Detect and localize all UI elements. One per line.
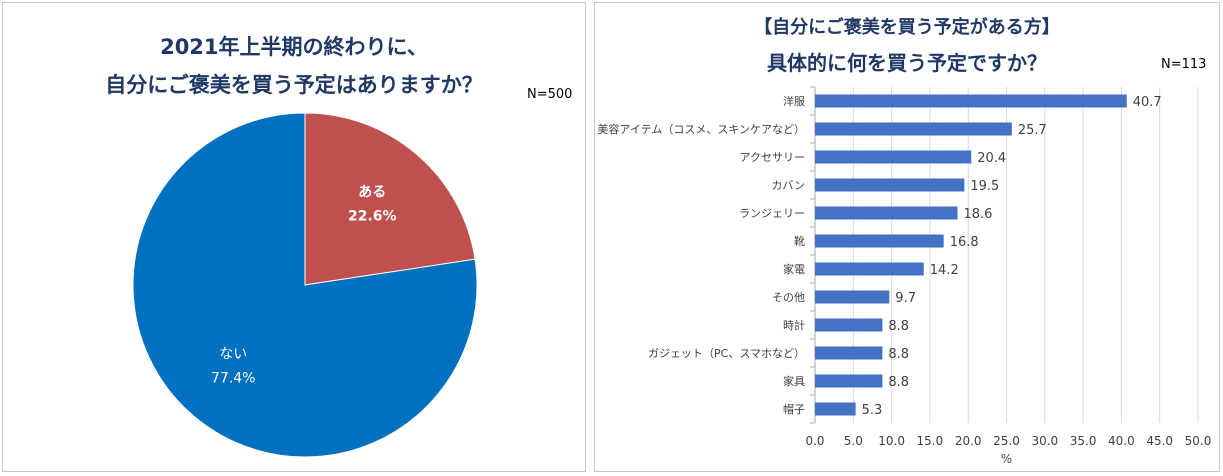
pie-slice-label-0: ある (358, 185, 386, 201)
bar-value-label: 25.7 (1018, 123, 1047, 138)
category-label: 時計 (783, 318, 805, 332)
category-label: ガジェット（PC、スマホなど） (648, 347, 805, 360)
pie-chart-title-line2: 自分にご褒美を買う予定はありますか？ (105, 73, 483, 97)
category-label: 家具 (783, 374, 805, 388)
pie-slice-label-1: ない (219, 346, 247, 362)
x-tick-label: 20.0 (955, 434, 982, 448)
x-tick-label: 5.0 (844, 434, 863, 448)
bar-value-label: 9.7 (895, 291, 916, 306)
bar-value-label: 20.4 (977, 151, 1006, 166)
bar-11 (815, 402, 856, 416)
category-label: 帽子 (783, 403, 805, 416)
bar-3 (815, 178, 965, 192)
x-tick-label: 35.0 (1070, 434, 1097, 448)
category-label: 家電 (783, 262, 805, 276)
pie-slice-value-1: 77.4% (211, 370, 255, 386)
category-label: 靴 (794, 234, 805, 248)
bar-value-label: 18.6 (963, 207, 992, 222)
bar-value-label: 40.7 (1133, 95, 1162, 110)
bar-4 (815, 206, 958, 220)
bar-0 (815, 94, 1127, 108)
bar-chart: 0.0 5.0 10.0 15.0 20.0 25.0 30.0 35.0 40.0 45.0 50… (597, 86, 1212, 466)
bar-9 (815, 346, 883, 360)
pie-chart-title-line1: 2021年上半期の終わりに、 (160, 35, 428, 59)
pie-chart-panel: 2021年上半期の終わりに、 自分にご褒美を買う予定はありますか？ N=500 … (2, 2, 586, 472)
bar-7 (815, 290, 890, 304)
category-label: 洋服 (783, 94, 805, 108)
bar-chart-panel: 【自分にご褒美を買う予定がある方】 具体的に何を買う予定ですか？ N=113 0… (594, 2, 1220, 472)
x-tick-label: 40.0 (1108, 434, 1135, 448)
bar-value-label: 16.8 (950, 235, 979, 250)
bar-chart-title-line2: 具体的に何を買う予定ですか？ (767, 51, 1047, 75)
bar-10 (815, 374, 883, 388)
x-tick-label: 25.0 (993, 434, 1020, 448)
bar-5 (815, 234, 944, 248)
bar-value-label: 8.8 (888, 375, 909, 390)
bar-sample-size-label: N=113 (1161, 57, 1207, 72)
bar-value-label: 8.8 (888, 319, 909, 334)
bar-value-label: 8.8 (888, 347, 909, 362)
pie-slice-value-0: 22.6% (348, 209, 397, 225)
x-tick-label: 0.0 (805, 434, 824, 448)
bar-value-label: 19.5 (970, 179, 999, 194)
pie-chart: ある 22.6% ない 77.4% (132, 112, 478, 458)
category-label: その他 (772, 291, 805, 304)
bar-2 (815, 150, 972, 164)
x-tick-label: 30.0 (1031, 434, 1058, 448)
x-tick-label: 45.0 (1146, 434, 1173, 448)
x-tick-label: 10.0 (878, 434, 905, 448)
bar-6 (815, 262, 924, 276)
bar-value-label: 5.3 (862, 403, 883, 418)
pie-slice-1 (132, 112, 478, 458)
pie-slice-0 (304, 112, 476, 286)
x-axis-title: % (1001, 452, 1012, 466)
category-label: アクセサリー (740, 151, 805, 164)
bar-1 (815, 122, 1012, 136)
category-label: 美容アイテム（コスメ、スキンケアなど） (597, 122, 805, 136)
bar-chart-title-line1: 【自分にご褒美を買う予定がある方】 (754, 17, 1060, 38)
category-label: ランジェリー (739, 207, 805, 220)
category-label: カバン (771, 179, 805, 192)
pie-sample-size-label: N=500 (527, 87, 573, 102)
x-tick-label: 50.0 (1185, 434, 1212, 448)
x-tick-label: 15.0 (917, 434, 944, 448)
bar-8 (815, 318, 883, 332)
bar-value-label: 14.2 (930, 263, 959, 278)
